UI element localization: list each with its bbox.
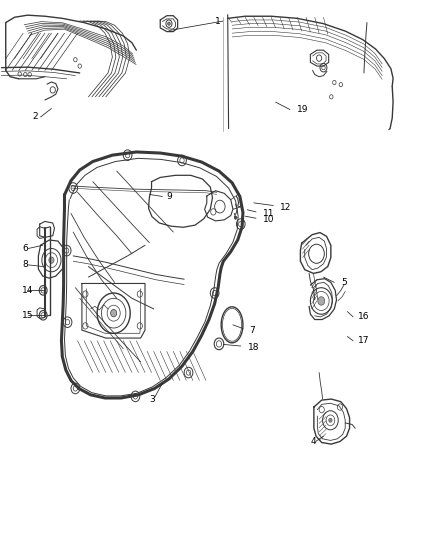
Circle shape	[49, 257, 54, 263]
Text: 10: 10	[262, 215, 274, 224]
Circle shape	[234, 216, 237, 219]
Text: 14: 14	[22, 286, 34, 295]
Text: 5: 5	[341, 278, 346, 287]
Circle shape	[318, 297, 325, 305]
Text: 4: 4	[311, 437, 316, 446]
Circle shape	[168, 22, 170, 25]
Text: 11: 11	[262, 209, 274, 218]
Text: 17: 17	[358, 336, 370, 345]
Text: 7: 7	[250, 326, 255, 335]
Text: 1: 1	[215, 17, 220, 26]
Circle shape	[111, 310, 117, 317]
Circle shape	[328, 418, 332, 422]
Text: 18: 18	[248, 343, 260, 352]
Text: 2: 2	[33, 112, 39, 122]
Text: 8: 8	[22, 261, 28, 269]
Text: 3: 3	[149, 394, 155, 403]
Text: 19: 19	[297, 105, 309, 114]
Text: 15: 15	[22, 311, 34, 320]
Text: 16: 16	[358, 312, 370, 321]
Text: 9: 9	[167, 192, 173, 201]
Text: 6: 6	[22, 244, 28, 253]
Text: 12: 12	[280, 203, 291, 212]
